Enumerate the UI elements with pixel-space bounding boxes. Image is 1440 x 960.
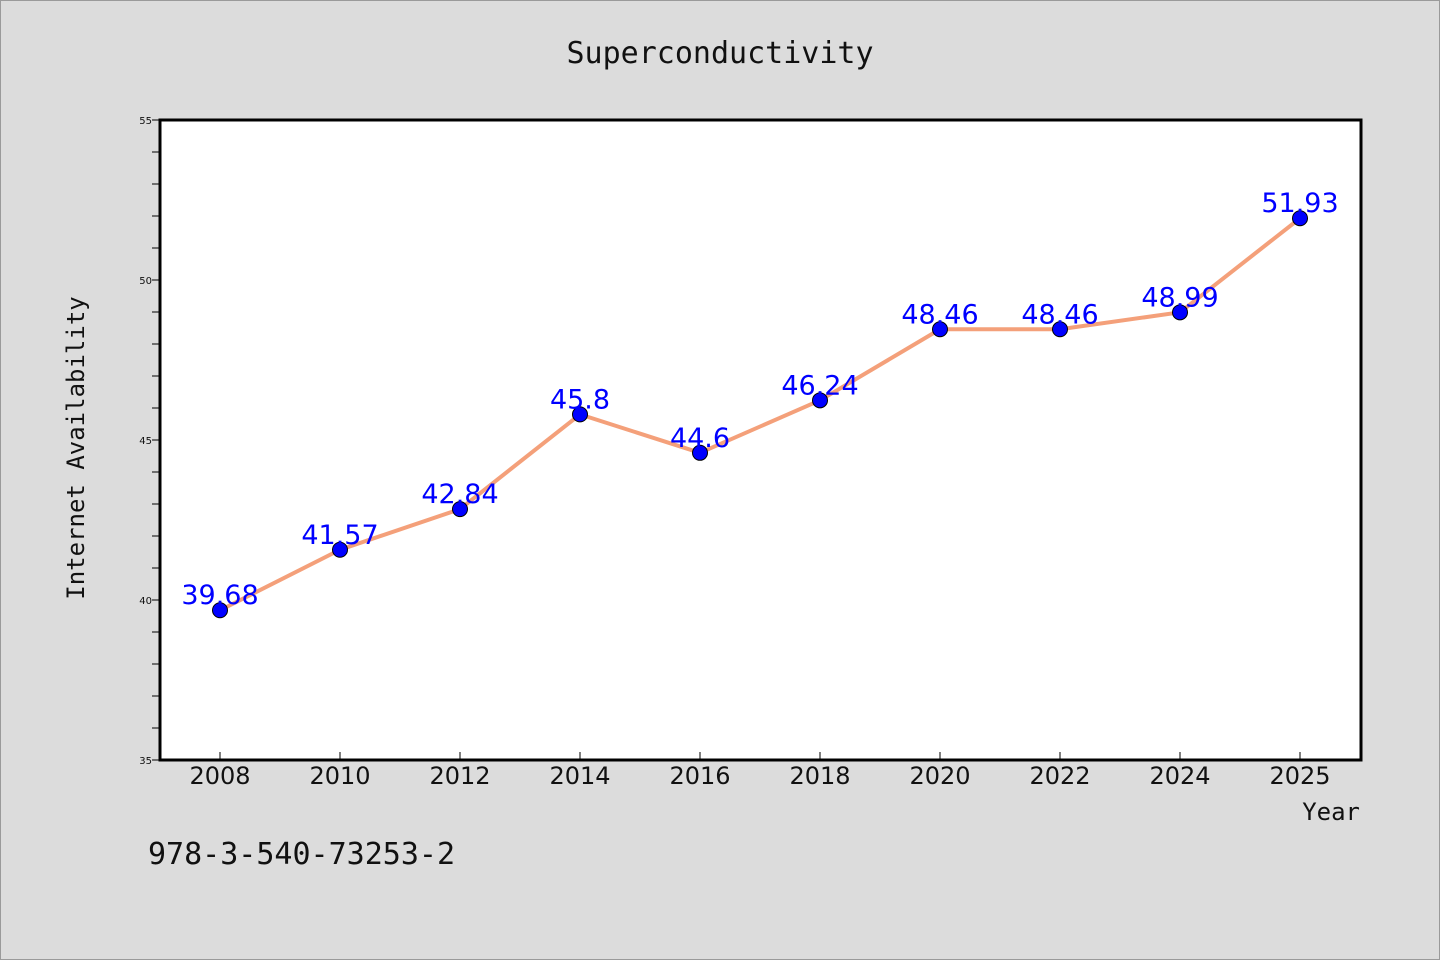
data-point xyxy=(572,406,588,423)
x-tick-label: 2014 xyxy=(549,762,610,790)
y-tick-label: 40 xyxy=(139,596,152,607)
x-tick-label: 2020 xyxy=(909,762,970,790)
data-point xyxy=(1052,321,1068,338)
x-tick-label: 2022 xyxy=(1029,762,1090,790)
y-tick-label: 45 xyxy=(139,436,152,447)
x-axis: 2008 2010 2012 2014 2016 2018 2020 2022 2024 2025 xyxy=(189,752,1331,790)
x-tick-label: 2025 xyxy=(1269,762,1330,790)
data-label: 48.99 xyxy=(1141,282,1218,313)
data-point xyxy=(932,321,948,338)
data-label: 39.68 xyxy=(181,580,258,611)
data-label: 46.24 xyxy=(781,370,858,401)
data-label: 41.57 xyxy=(301,520,378,551)
y-axis: 35 40 45 50 55 xyxy=(139,116,160,767)
x-tick-label: 2012 xyxy=(429,762,490,790)
x-tick-label: 2016 xyxy=(669,762,730,790)
data-point xyxy=(212,602,228,619)
data-point xyxy=(332,541,348,558)
x-axis-label: Year xyxy=(1302,798,1360,826)
data-label: 42.84 xyxy=(421,479,498,510)
x-tick-label: 2008 xyxy=(189,762,250,790)
plot-area xyxy=(158,118,1363,762)
data-point xyxy=(1292,210,1308,227)
data-point xyxy=(452,501,468,518)
x-tick-label: 2010 xyxy=(309,762,370,790)
data-point xyxy=(1172,304,1188,321)
series-line xyxy=(218,216,1302,613)
data-label: 48.46 xyxy=(901,299,978,330)
chart-title: Superconductivity xyxy=(566,36,873,71)
data-label: 45.8 xyxy=(550,384,610,415)
data-label: 44.6 xyxy=(670,423,730,454)
data-label: 48.46 xyxy=(1021,299,1098,330)
y-axis-label: Internet Availability xyxy=(62,296,90,599)
data-point xyxy=(692,444,708,461)
data-label: 51.93 xyxy=(1261,188,1338,219)
footer-code: 978-3-540-73253-2 xyxy=(148,837,455,872)
series-layer: 39.68 41.57 42.84 45.8 44.6 46.24 48.46 48.46 48… xyxy=(181,188,1339,619)
y-tick-label: 35 xyxy=(139,756,152,767)
data-point xyxy=(812,392,828,409)
y-tick-label: 55 xyxy=(139,116,152,127)
x-tick-label: 2018 xyxy=(789,762,850,790)
y-tick-label: 50 xyxy=(139,276,152,287)
x-tick-label: 2024 xyxy=(1149,762,1210,790)
